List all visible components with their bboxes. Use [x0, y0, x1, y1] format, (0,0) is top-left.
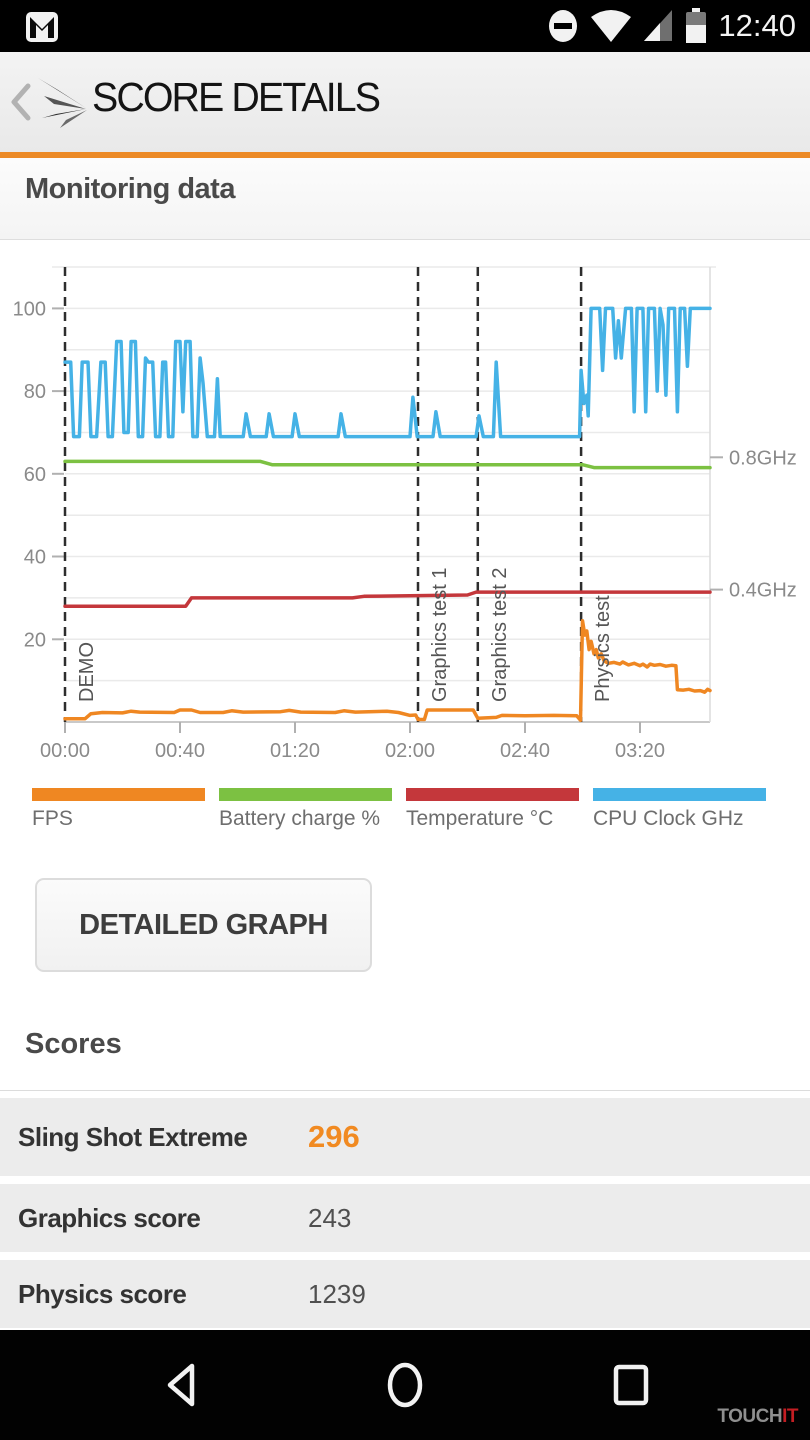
svg-text:0.4GHz: 0.4GHz — [729, 580, 797, 602]
svg-text:40: 40 — [24, 547, 46, 569]
legend-item-fps: FPS — [32, 788, 205, 831]
page-title: SCORE DETAILS — [92, 74, 381, 120]
monitoring-chart: 20 40 60 80 100 00:00 00:40 01:20 02:00 02:40 03:2… — [0, 240, 810, 770]
svg-text:80: 80 — [24, 381, 46, 403]
home-icon[interactable] — [345, 1330, 465, 1440]
svg-text:20: 20 — [24, 629, 46, 651]
score-row-graphics: Graphics score 243 — [0, 1184, 810, 1252]
monitoring-section-header: Monitoring data — [0, 158, 810, 241]
score-label: Sling Shot Extreme — [18, 1121, 248, 1152]
back-chevron-icon[interactable] — [6, 80, 34, 129]
status-bar: 12:40 — [0, 0, 810, 52]
score-label: Physics score — [18, 1278, 187, 1309]
svg-text:02:40: 02:40 — [500, 740, 550, 762]
svg-text:02:00: 02:00 — [385, 740, 435, 762]
wifi-icon — [591, 10, 632, 42]
svg-text:DEMO: DEMO — [76, 642, 98, 702]
svg-text:00:00: 00:00 — [40, 740, 90, 762]
legend-item-battery: Battery charge % — [219, 788, 392, 831]
legend-item-cpu-clock: CPU Clock GHz — [593, 788, 766, 831]
legend-swatch-cpu-clock — [593, 788, 766, 801]
gmail-notification-icon — [24, 9, 60, 50]
monitoring-chart-svg: 20 40 60 80 100 00:00 00:40 01:20 02:00 02:40 03:2… — [13, 266, 797, 762]
svg-text:100: 100 — [13, 298, 46, 320]
score-row-physics: Physics score 1239 — [0, 1260, 810, 1328]
detailed-graph-button[interactable]: DETAILED GRAPH — [35, 878, 372, 972]
score-value-2: 1239 — [308, 1278, 366, 1309]
score-row-sling-shot-extreme: Sling Shot Extreme 296 — [0, 1098, 810, 1176]
svg-text:01:20: 01:20 — [270, 740, 320, 762]
svg-text:60: 60 — [24, 464, 46, 486]
svg-text:Graphics test 1: Graphics test 1 — [429, 567, 451, 702]
touchit-watermark: TOUCHIT — [717, 1406, 798, 1427]
legend-swatch-temperature — [406, 788, 579, 801]
scores-divider — [0, 1090, 810, 1091]
cellular-signal-icon — [644, 10, 673, 41]
android-nav-bar: TOUCHIT — [0, 1330, 810, 1440]
recents-icon[interactable] — [571, 1330, 691, 1440]
score-value-0: 296 — [308, 1119, 360, 1154]
svg-text:Graphics test 2: Graphics test 2 — [489, 567, 511, 702]
clock: 12:40 — [718, 8, 796, 43]
battery-icon — [686, 8, 707, 43]
legend-item-temperature: Temperature °C — [406, 788, 579, 831]
legend-swatch-fps — [32, 788, 205, 801]
svg-text:0.8GHz: 0.8GHz — [729, 447, 797, 469]
3dmark-logo-icon — [34, 72, 92, 139]
accent-divider — [0, 152, 810, 158]
monitoring-title: Monitoring data — [25, 173, 235, 205]
svg-text:03:20: 03:20 — [615, 740, 665, 762]
svg-text:Physics test: Physics test — [592, 595, 614, 702]
svg-text:00:40: 00:40 — [155, 740, 205, 762]
do-not-disturb-icon — [549, 10, 578, 42]
legend-swatch-battery — [219, 788, 392, 801]
scores-title: Scores — [25, 1028, 122, 1060]
app-header: SCORE DETAILS — [0, 52, 810, 152]
score-value-1: 243 — [308, 1202, 352, 1233]
chart-legend: FPS Battery charge % Temperature °C CPU … — [32, 788, 778, 831]
score-label: Graphics score — [18, 1202, 201, 1233]
back-icon[interactable] — [123, 1330, 243, 1440]
